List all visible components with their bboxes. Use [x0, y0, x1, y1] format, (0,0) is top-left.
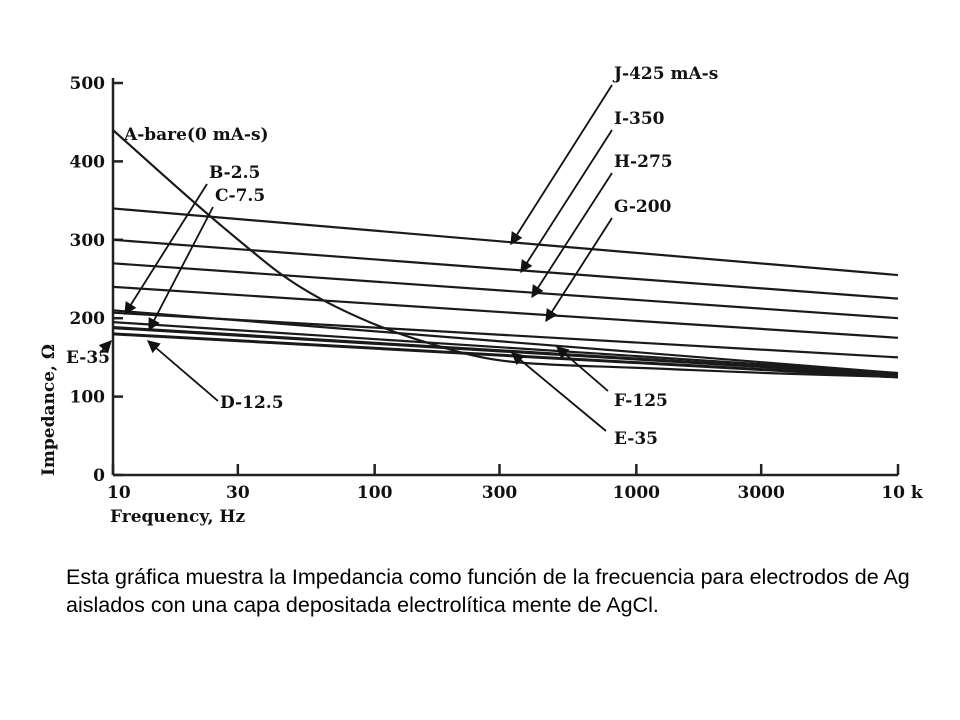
x-tick-label: 10 k	[881, 483, 924, 503]
curve-label-i-350: I-350	[614, 109, 665, 129]
series-h-275	[112, 262, 899, 320]
arrow-e-35	[98, 340, 112, 354]
y-tick-label: 100	[70, 388, 106, 408]
x-tick-label: 1000	[613, 483, 660, 503]
chart-axes: 0 100 200 300 400 500 10 30 100 300 1000 3000 10 k	[70, 74, 924, 503]
impedance-chart: 0 100 200 300 400 500 10 30 100 300 1000 3000 10 k J…	[39, 64, 924, 527]
y-tick-label: 200	[70, 309, 106, 329]
series-e-35	[112, 326, 899, 377]
arrow-c-7-5	[148, 206, 214, 332]
series-g-200	[112, 285, 899, 339]
chart-series-lines	[112, 129, 899, 379]
x-tick-label: 100	[357, 483, 393, 503]
curve-label-j-425-ma-s: J-425 mA-s	[612, 64, 718, 84]
x-tick-label: 30	[226, 483, 250, 503]
curve-label-a-bare-0-ma-s: A-bare(0 mA-s)	[123, 125, 269, 145]
arrow-i-350	[520, 129, 613, 274]
y-tick-label: 300	[70, 231, 106, 251]
series-b-2-5	[112, 309, 899, 375]
series-c-7-5	[112, 321, 899, 375]
series-i-350	[112, 238, 899, 300]
curve-label-e-35: E-35	[614, 429, 658, 449]
y-tick-label: 400	[70, 152, 106, 172]
curve-label-h-275: H-275	[614, 152, 673, 172]
curve-label-b-2-5: B-2.5	[209, 163, 260, 183]
y-axis-title: Impedance, Ω	[39, 344, 59, 476]
curve-label-d-12-5: D-12.5	[220, 393, 284, 413]
x-tick-label: 10	[107, 483, 131, 503]
series-d-12-5	[112, 332, 899, 379]
y-tick-label: 0	[93, 466, 105, 486]
x-axis-title: Frequency, Hz	[110, 507, 245, 527]
series-j-425-ma-s	[112, 207, 899, 277]
x-tick-label: 300	[482, 483, 518, 503]
series-a-bare-0-ma-s	[112, 129, 899, 379]
chart-curve-labels: J-425 mA-s I-350 H-275 G-200 F-125 E-35 E-35 D-…	[66, 64, 718, 449]
curve-label-e-35: E-35	[66, 348, 110, 368]
figure-caption: Esta gráfica muestra la Impedancia como …	[66, 565, 910, 617]
arrow-g-200	[545, 217, 613, 323]
arrow-h-275	[531, 172, 613, 299]
x-tick-label: 3000	[738, 483, 785, 503]
arrow-d-12-5	[147, 340, 219, 402]
curve-label-c-7-5: C-7.5	[215, 186, 265, 206]
arrow-e-35	[511, 352, 607, 432]
curve-label-g-200: G-200	[614, 197, 672, 217]
arrow-b-2-5	[124, 183, 208, 316]
y-tick-label: 500	[70, 74, 106, 94]
arrow-j-425-ma-s	[510, 84, 613, 246]
arrow-f-125	[556, 346, 609, 392]
curve-label-f-125: F-125	[614, 391, 668, 411]
